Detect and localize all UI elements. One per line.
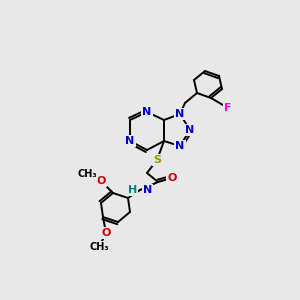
Text: CH₃: CH₃ [89, 242, 109, 252]
Text: N: N [176, 141, 184, 151]
Text: N: N [142, 107, 152, 117]
Text: N: N [125, 136, 135, 146]
Text: CH₃: CH₃ [77, 169, 97, 179]
Text: N: N [176, 109, 184, 119]
Text: N: N [185, 125, 195, 135]
Text: O: O [96, 176, 106, 186]
Text: N: N [143, 185, 152, 195]
Text: H: H [128, 185, 137, 195]
Text: O: O [167, 173, 177, 183]
Text: O: O [101, 228, 111, 238]
Text: S: S [153, 155, 161, 165]
Text: F: F [224, 103, 232, 113]
